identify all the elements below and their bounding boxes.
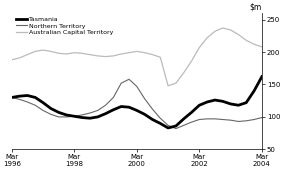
Legend: Tasmania, Northern Territory, Australian Capital Territory: Tasmania, Northern Territory, Australian… <box>15 16 114 36</box>
Text: $m: $m <box>250 3 262 12</box>
